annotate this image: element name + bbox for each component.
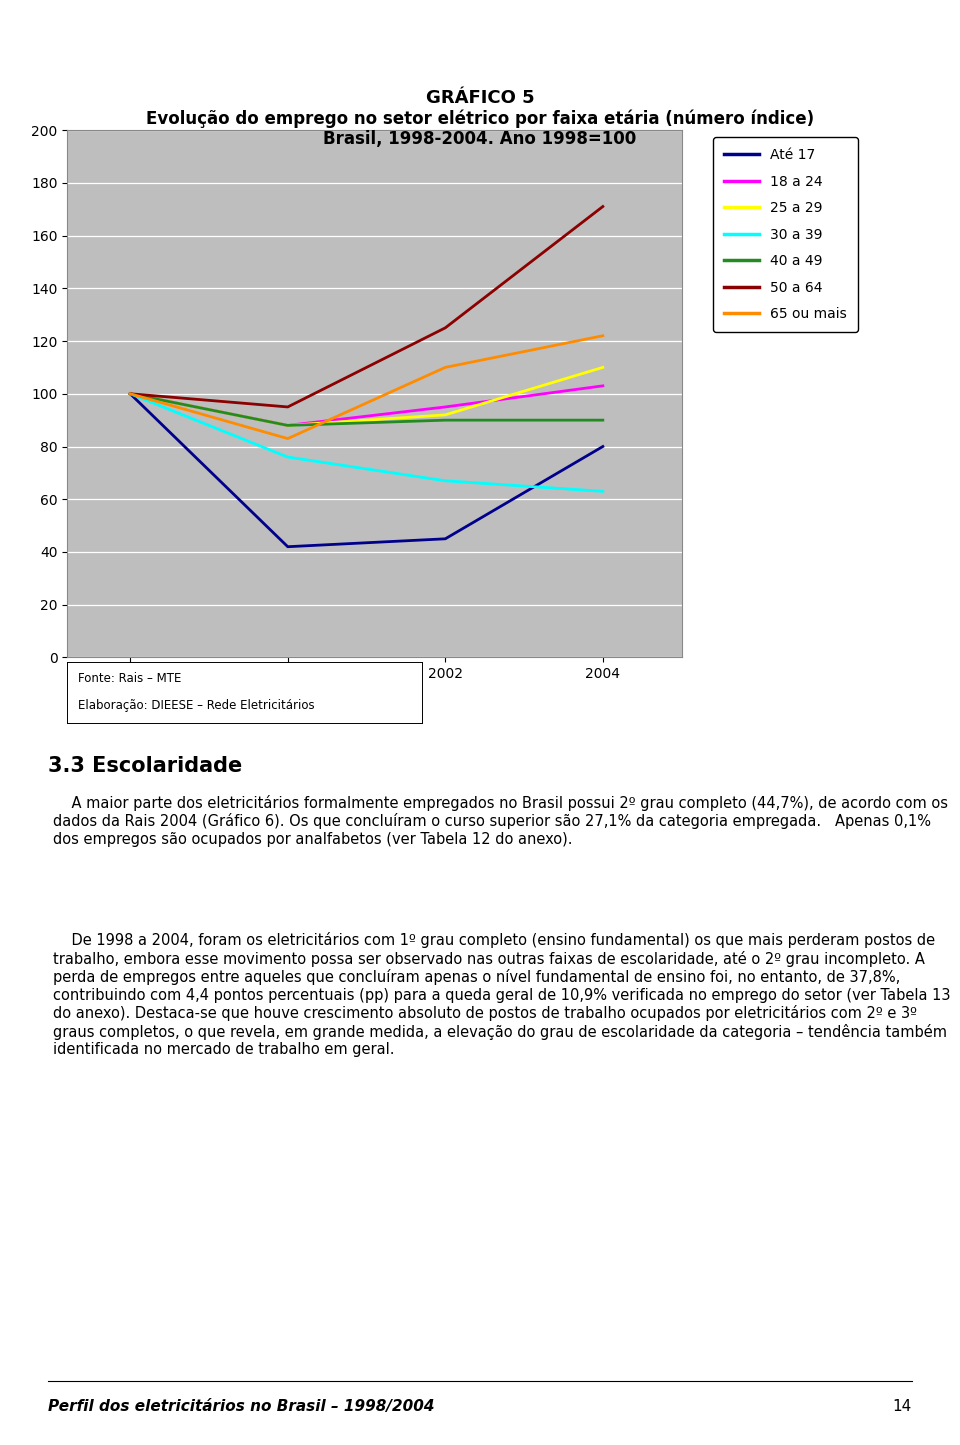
Text: De 1998 a 2004, foram os eletricitários com 1º grau completo (ensino fundamental: De 1998 a 2004, foram os eletricitários … [53,932,950,1058]
Line: 40 a 49: 40 a 49 [131,393,603,425]
Line: 30 a 39: 30 a 39 [131,393,603,491]
18 a 24 [597,377,609,394]
Text: Elaboração: DIEESE – Rede Eletricitários: Elaboração: DIEESE – Rede Eletricitários [78,699,315,712]
Text: Brasil, 1998-2004. Ano 1998=100: Brasil, 1998-2004. Ano 1998=100 [324,130,636,147]
65 ou mais [440,358,451,376]
50 a 64 [125,384,136,402]
25 a 29 [125,384,136,402]
Line: Até 17: Até 17 [131,393,603,546]
Line: 50 a 64: 50 a 64 [131,207,603,407]
50 a 64 [597,198,609,215]
18 a 24 [282,416,294,434]
18 a 24 [440,399,451,416]
Line: 65 ou mais: 65 ou mais [131,335,603,439]
30 a 39 [125,384,136,402]
65 ou mais [125,384,136,402]
Text: Evolução do emprego no setor elétrico por faixa etária (número índice): Evolução do emprego no setor elétrico po… [146,110,814,127]
Text: GRÁFICO 5: GRÁFICO 5 [425,90,535,107]
25 a 29 [597,358,609,376]
65 ou mais [282,431,294,448]
Até 17 [440,530,451,548]
25 a 29 [440,406,451,423]
18 a 24 [125,384,136,402]
40 a 49 [597,412,609,429]
30 a 39 [282,448,294,465]
50 a 64 [440,319,451,337]
Text: Fonte: Rais – MTE: Fonte: Rais – MTE [78,672,181,685]
Text: A maior parte dos eletricitários formalmente empregados no Brasil possui 2º grau: A maior parte dos eletricitários formalm… [53,795,948,847]
Text: Perfil dos eletricitários no Brasil – 1998/2004: Perfil dos eletricitários no Brasil – 19… [48,1399,435,1413]
Text: 3.3 Escolaridade: 3.3 Escolaridade [48,756,242,776]
25 a 29 [282,416,294,434]
40 a 49 [440,412,451,429]
50 a 64 [282,399,294,416]
Legend: Até 17, 18 a 24, 25 a 29, 30 a 39, 40 a 49, 50 a 64, 65 ou mais: Até 17, 18 a 24, 25 a 29, 30 a 39, 40 a … [713,137,858,332]
30 a 39 [440,473,451,490]
40 a 49 [282,416,294,434]
Text: 14: 14 [893,1399,912,1413]
65 ou mais [597,327,609,344]
Line: 25 a 29: 25 a 29 [131,367,603,425]
Line: 18 a 24: 18 a 24 [131,386,603,425]
Até 17 [597,438,609,455]
30 a 39 [597,483,609,500]
40 a 49 [125,384,136,402]
Até 17 [282,538,294,555]
Até 17 [125,384,136,402]
